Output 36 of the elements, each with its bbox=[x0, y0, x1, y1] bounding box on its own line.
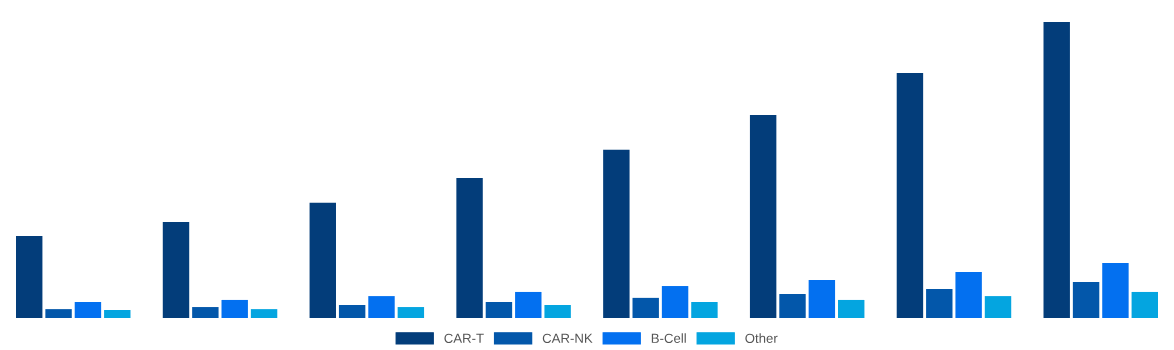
bar bbox=[661, 286, 689, 318]
bar bbox=[104, 310, 131, 318]
bar bbox=[1131, 291, 1158, 318]
bar bbox=[16, 236, 43, 318]
bar bbox=[368, 296, 395, 318]
bar bbox=[544, 304, 571, 318]
bar bbox=[1072, 281, 1100, 318]
bar bbox=[926, 288, 953, 318]
bar bbox=[309, 202, 336, 318]
bar bbox=[74, 302, 102, 318]
bar bbox=[632, 297, 659, 318]
bar bbox=[984, 296, 1012, 318]
bar bbox=[691, 302, 718, 318]
bar bbox=[515, 291, 542, 318]
bar bbox=[338, 304, 366, 318]
legend-label: CAR-T bbox=[444, 333, 484, 343]
legend-label: Other bbox=[745, 333, 778, 343]
bar bbox=[250, 309, 278, 318]
bar bbox=[45, 309, 72, 318]
bar bbox=[955, 272, 982, 318]
bar bbox=[456, 177, 483, 318]
bar bbox=[192, 307, 219, 318]
bar bbox=[603, 149, 630, 318]
bar bbox=[1043, 22, 1070, 318]
bar bbox=[779, 294, 806, 318]
bar bbox=[221, 299, 248, 318]
bar bbox=[1102, 262, 1129, 318]
bar bbox=[162, 222, 190, 318]
bar bbox=[838, 299, 865, 318]
bar bbox=[896, 72, 924, 318]
legend-label: B-Cell bbox=[651, 333, 686, 343]
bar bbox=[808, 280, 836, 318]
bar bbox=[749, 114, 777, 318]
legend-label: CAR-NK bbox=[542, 333, 593, 343]
bar bbox=[485, 302, 513, 318]
bar bbox=[397, 307, 425, 318]
